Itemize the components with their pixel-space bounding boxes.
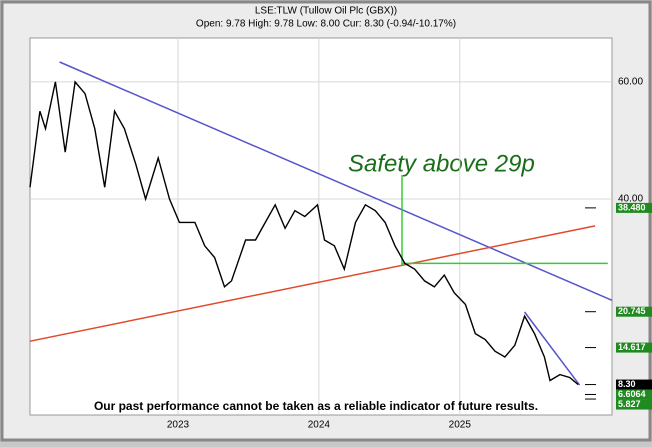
- y-tick-label: 40.00: [618, 194, 643, 205]
- trend-line: [59, 61, 613, 301]
- level-box: [616, 389, 652, 400]
- trend-line: [524, 311, 581, 386]
- level-box: [616, 399, 652, 410]
- footer: Our past performance cannot be taken as …: [94, 399, 538, 413]
- level-label: 20.745: [618, 306, 646, 316]
- x-tick-label: 2025: [449, 420, 472, 431]
- level-box: [616, 306, 652, 317]
- chart-title: LSE:TLW (Tullow Oil Plc (GBX)): [255, 6, 397, 17]
- trend-line: [29, 225, 596, 342]
- chart-subtitle: Open: 9.78 High: 9.78 Low: 8.00 Cur: 8.3…: [196, 19, 456, 30]
- level-box: [616, 379, 652, 390]
- level-label: 8.30: [618, 379, 636, 389]
- level-label: 6.6064: [618, 389, 646, 399]
- level-box: [616, 202, 652, 213]
- level-label: 14.617: [618, 342, 646, 352]
- x-tick-label: 2024: [308, 420, 331, 431]
- level-box: [616, 342, 652, 353]
- y-tick-label: 60.00: [618, 77, 643, 88]
- x-tick-label: 2023: [167, 420, 190, 431]
- plot-area: [29, 37, 613, 416]
- annotation: Safety above 29p: [348, 150, 535, 177]
- price-line: [29, 80, 579, 386]
- level-label: 5.827: [618, 399, 641, 409]
- level-label: 38.480: [618, 202, 646, 212]
